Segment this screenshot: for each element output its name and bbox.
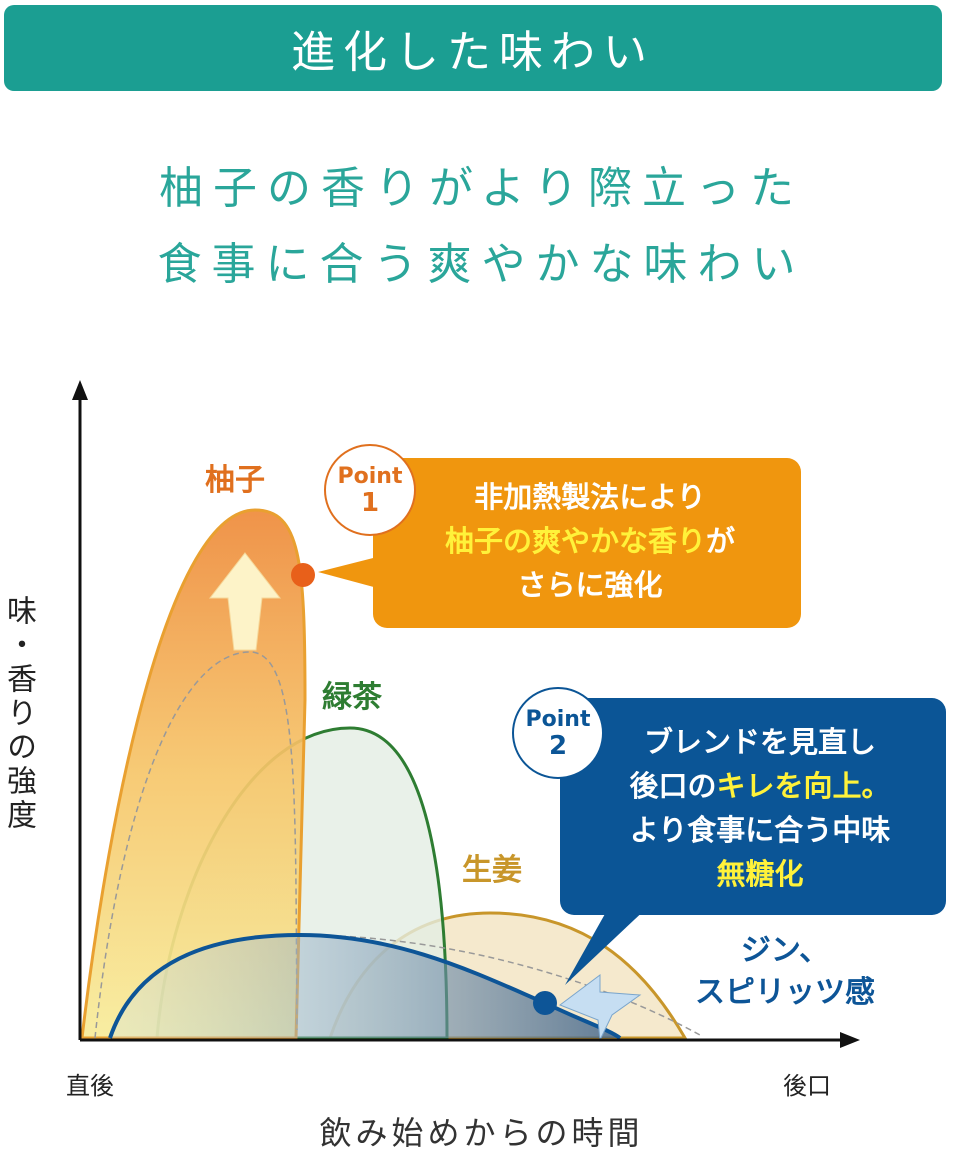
point1-callout-tail [318, 555, 385, 590]
point2-callout-box [560, 698, 946, 915]
y-axis-label: 味・香りの強度 [1, 595, 36, 833]
point2-line-3: より食事に合う中味 [629, 813, 891, 847]
point1-line-2: 柚子の爽やかな香りが [385, 519, 795, 563]
gin-curve [108, 932, 622, 1040]
left-arrow-icon [558, 974, 642, 1042]
point2-line-1: ブレンドを見直し [643, 725, 876, 759]
point1-callout-box [373, 458, 801, 628]
label-gin-line-2: スピリッツ感 [695, 975, 875, 1010]
up-arrow-icon [208, 552, 282, 651]
point2-line-2: 後口のキレを向上。 [580, 764, 940, 808]
point1-badge-circle [324, 444, 416, 536]
gin-area [110, 935, 620, 1038]
x-axis-arrow-icon [840, 1032, 860, 1048]
x-axis-start-label: 直後 [66, 1072, 114, 1100]
point2-line-4: 無糖化 [716, 857, 804, 891]
subtitle-line-1: 柚子の香りがより際立った [159, 163, 804, 214]
label-ginger: 生姜 [462, 853, 522, 888]
point2-text: ブレンドを見直し 後口のキレを向上。 より食事に合う中味 無糖化 [580, 720, 940, 896]
gin-old-dashed-curve [299, 934, 701, 1036]
point2-badge-number: 2 [548, 731, 568, 761]
point1-text: 非加熱製法により 柚子の爽やかな香りが さらに強化 [385, 475, 795, 607]
point1-line-2-rest: が [706, 524, 736, 558]
point2-badge: Point 2 [513, 707, 603, 759]
point2-badge-circle [512, 687, 604, 779]
title-banner: 進化した味わい [4, 5, 942, 91]
point1-badge-word: Point [337, 464, 403, 489]
subtitle-line-2: 食事に合う爽やかな味わい [157, 239, 806, 290]
label-yuzu: 柚子 [205, 463, 265, 498]
label-gin: ジン、 スピリッツ感 [680, 930, 890, 1014]
x-axis-end-label: 後口 [783, 1072, 831, 1100]
point2-line-2-pre: 後口の [629, 769, 717, 803]
x-axis-label: 飲み始めからの時間 [319, 1114, 644, 1152]
point1-badge-number: 1 [360, 488, 380, 518]
label-green-tea: 緑茶 [322, 680, 382, 715]
gin-marker-dot [533, 991, 557, 1015]
point1-highlight: 柚子の爽やかな香り [444, 524, 706, 558]
yuzu-marker-dot [291, 563, 315, 587]
point2-callout-tail [565, 905, 650, 985]
point1-line-1: 非加熱製法により [474, 480, 706, 514]
banner-title: 進化した味わい [291, 27, 655, 78]
yuzu-old-dashed-curve [94, 651, 298, 1039]
label-gin-line-1: ジン、 [740, 933, 830, 968]
point1-badge: Point 1 [325, 464, 415, 516]
point1-line-3: さらに強化 [517, 568, 663, 602]
point2-badge-word: Point [525, 707, 591, 732]
y-axis-arrow-icon [72, 380, 88, 400]
point2-highlight: キレを向上。 [716, 769, 891, 803]
